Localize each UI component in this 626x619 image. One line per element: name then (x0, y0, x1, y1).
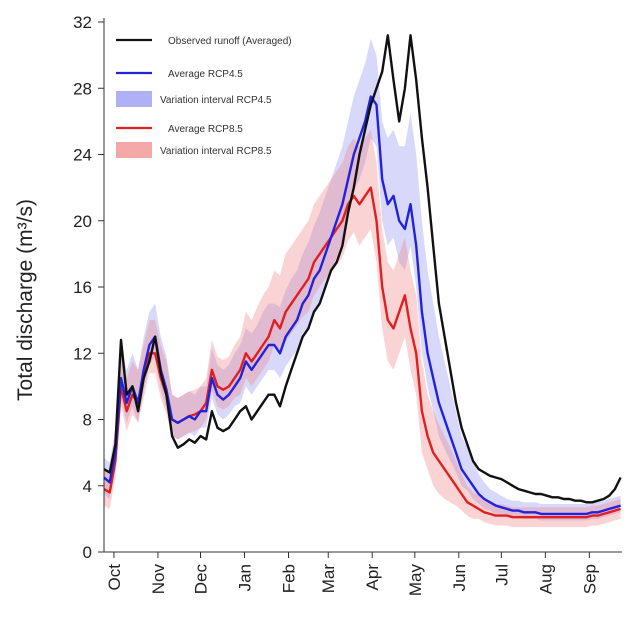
x-tick-label: Jan (235, 564, 254, 591)
legend-label: Average RCP8.5 (168, 124, 243, 135)
series-lines (103, 34, 622, 519)
y-tick-label: 12 (73, 344, 92, 363)
y-tick-label: 32 (73, 13, 92, 32)
x-tick-label: Jul (492, 564, 511, 586)
x-tick-label: Dec (192, 564, 211, 595)
y-tick-label: 0 (83, 543, 92, 562)
band-rcp85 (104, 129, 621, 528)
x-ticks: Oct Nov Dec Jan Feb Mar Apr May Jun Jul Aug Sep (105, 552, 599, 596)
y-ticks: 0 4 8 12 16 20 24 28 32 (73, 13, 104, 562)
legend-label: Variation interval RCP4.5 (160, 95, 272, 106)
x-tick-label: Aug (536, 564, 555, 594)
legend-band-swatch (116, 142, 152, 158)
y-tick-label: 8 (83, 411, 92, 430)
y-tick-label: 20 (73, 212, 92, 231)
x-tick-label: Nov (149, 564, 168, 595)
legend: Observed runoff (Averaged) Average RCP4.5… (116, 36, 292, 158)
legend-label: Variation interval RCP8.5 (160, 146, 272, 157)
legend-label: Average RCP4.5 (168, 69, 243, 80)
legend-label: Observed runoff (Averaged) (168, 36, 292, 47)
axes (103, 18, 622, 553)
x-tick-label: Feb (279, 564, 298, 593)
x-tick-label: May (406, 564, 425, 597)
x-tick-label: Jun (450, 564, 469, 591)
x-tick-label: Oct (105, 564, 124, 591)
y-tick-label: 16 (73, 278, 92, 297)
y-tick-label: 4 (83, 477, 92, 496)
band-rcp45 (104, 38, 621, 521)
x-tick-label: Sep (580, 564, 599, 594)
observed-runoff-line (103, 34, 622, 504)
x-tick-label: Apr (363, 564, 382, 591)
legend-band-swatch (116, 91, 152, 107)
x-tick-label: Mar (319, 564, 338, 594)
y-axis-title: Total discharge (m³/s) (14, 199, 37, 401)
rcp45-average-line (103, 95, 621, 516)
y-tick-label: 24 (73, 146, 92, 165)
variation-bands (104, 38, 621, 528)
y-tick-label: 28 (73, 79, 92, 98)
